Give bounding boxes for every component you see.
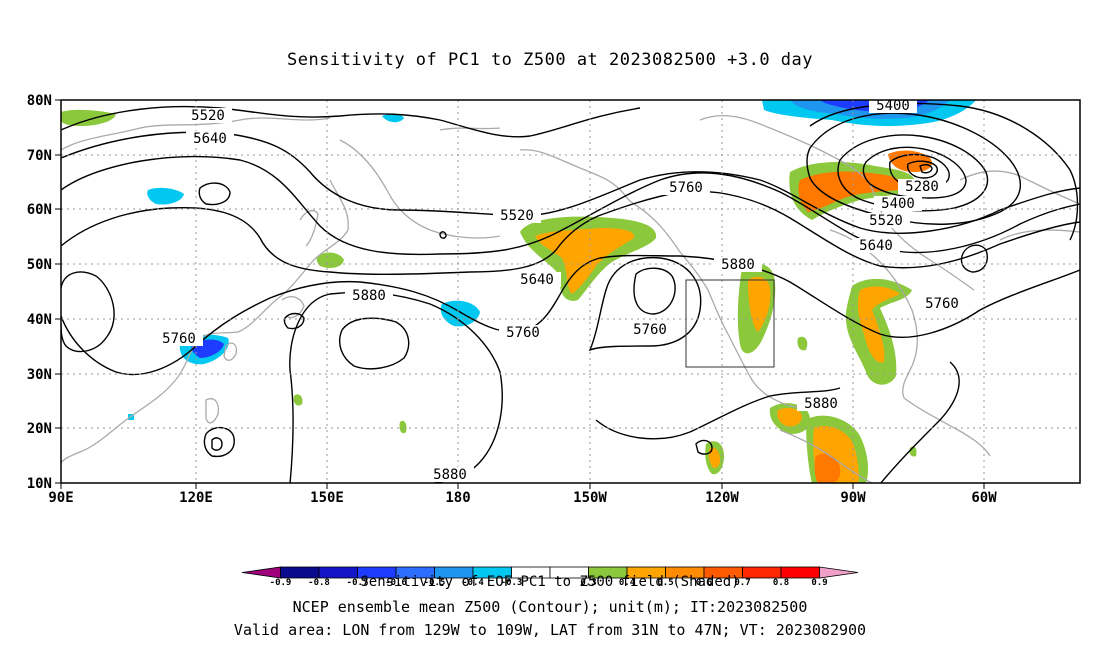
colorbar-tick-label: -0.6 xyxy=(385,578,407,588)
colorbar-tick-label: -0.3 xyxy=(501,578,523,588)
contour-label: 5880 xyxy=(352,288,386,304)
colorbar: -0.9 -0.8 -0.7 -0.6 -0.5 -0.4 -0.3 0.3 0.4 0.5 0.6… xyxy=(241,566,859,588)
contour-label: 5880 xyxy=(721,257,755,273)
valid-area-box xyxy=(685,279,775,368)
longitude-labels: 90E 120E 150E 180 150W 120W 90W 60W xyxy=(48,490,997,506)
colorbar-tick-label: -0.8 xyxy=(308,578,330,588)
colorbar-tick-label: -0.7 xyxy=(347,578,369,588)
shade-positive-central-america-deep xyxy=(814,453,841,483)
contour-label: 5760 xyxy=(162,331,196,347)
contour-label: 5400 xyxy=(881,196,915,212)
lat-label: 70N xyxy=(27,148,52,164)
lon-label: 90W xyxy=(840,490,866,506)
shade-positive-arctic-west xyxy=(61,109,116,126)
lon-label: 150E xyxy=(310,490,344,506)
contour-label: 5640 xyxy=(193,131,227,147)
map-title: Sensitivity of PC1 to Z500 at 2023082500… xyxy=(286,50,813,70)
contour-label: 5760 xyxy=(669,180,703,196)
colorbar-tick-label: -0.4 xyxy=(462,578,484,588)
colorbar-tick-label: 0.6 xyxy=(696,578,712,588)
contour-label: 5400 xyxy=(876,98,910,114)
shade-negative-arctic-small xyxy=(382,113,404,123)
lon-label: 150W xyxy=(573,490,607,506)
contour-label: 5880 xyxy=(433,467,467,483)
contour-label: 5640 xyxy=(520,272,554,288)
contour-label: 5760 xyxy=(633,322,667,338)
contour-label-group: 5520 5640 5520 5760 5880 5760 5640 5760 … xyxy=(155,98,966,483)
contour-label: 5280 xyxy=(905,179,939,195)
caption-contour: NCEP ensemble mean Z500 (Contour); unit(… xyxy=(292,598,808,616)
sensitivity-shading xyxy=(61,100,976,483)
contour-label: 5520 xyxy=(191,108,225,124)
colorbar-tick-label: -0.9 xyxy=(270,578,292,588)
map-frame xyxy=(60,99,1081,484)
colorbar-tick-label: 0.7 xyxy=(734,578,750,588)
colorbar-tick-label: 0.8 xyxy=(773,578,789,588)
shade-positive-hudson-core xyxy=(798,171,901,212)
shade-positive-mexico-core xyxy=(777,408,802,427)
colorbar-tick-label: 0.9 xyxy=(811,578,827,588)
caption-valid-area: Valid area: LON from 129W to 109W, LAT f… xyxy=(233,621,867,639)
colorbar-tick-label: -0.5 xyxy=(424,578,446,588)
grid-lines xyxy=(61,100,1080,483)
lon-label: 60W xyxy=(971,490,997,506)
lon-label: 90E xyxy=(48,490,73,506)
lat-label: 10N xyxy=(27,476,52,492)
lon-label: 120W xyxy=(705,490,739,506)
lat-label: 60N xyxy=(27,202,52,218)
shade-positive-east-coast-core xyxy=(857,286,900,363)
shade-positive-labrador xyxy=(888,150,933,172)
contour-label: 5640 xyxy=(859,238,893,254)
lat-label: 20N xyxy=(27,421,52,437)
lat-label: 50N xyxy=(27,257,52,273)
lon-label: 120E xyxy=(179,490,213,506)
shade-positive-southwest-core xyxy=(748,276,771,332)
lat-label: 30N xyxy=(27,367,52,383)
shade-negative-siberia xyxy=(147,187,184,205)
shade-positive-pacific-small-core xyxy=(708,447,720,468)
shade-positive-west-pacific xyxy=(316,252,344,268)
lon-label: 180 xyxy=(445,490,470,506)
contour-label: 5520 xyxy=(500,208,534,224)
lat-label: 80N xyxy=(27,93,52,109)
contour-label: 5520 xyxy=(869,213,903,229)
colorbar-tick-label: 0.5 xyxy=(657,578,673,588)
latitude-labels: 80N 70N 60N 50N 40N 30N 20N 10N xyxy=(27,93,52,492)
colorbar-tick-label: 0.3 xyxy=(580,578,596,588)
colorbar-tick-label: 0.4 xyxy=(619,578,636,588)
axis-ticks xyxy=(55,99,985,489)
contour-label: 5760 xyxy=(506,325,540,341)
colorbar-cell xyxy=(819,566,859,579)
contour-label: 5880 xyxy=(804,396,838,412)
lat-label: 40N xyxy=(27,312,52,328)
contour-label: 5760 xyxy=(925,296,959,312)
caption-shading: Sensitivity of EOF PC1 to Z500 field (Sh… xyxy=(360,574,740,590)
